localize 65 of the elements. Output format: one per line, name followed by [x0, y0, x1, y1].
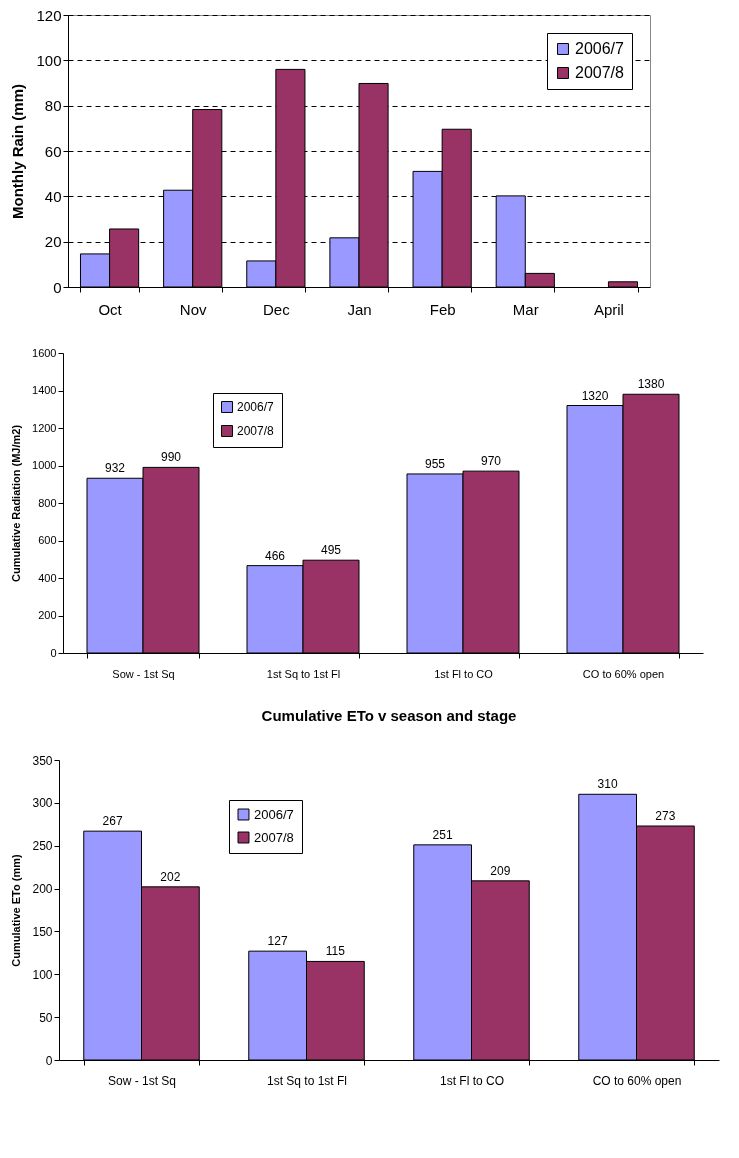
y-tick-label: 1400 — [32, 384, 57, 396]
x-tick-label: April — [593, 300, 624, 318]
data-label: 932 — [104, 461, 126, 476]
legend-label: 2007/8 — [237, 424, 275, 438]
x-tick-label: 1st Fl to CO — [434, 667, 494, 680]
data-label: 990 — [160, 450, 182, 465]
y-tick-label: 20 — [44, 233, 62, 251]
y-tick-label: 1000 — [32, 459, 57, 471]
y-tick-label: 0 — [45, 1053, 53, 1068]
x-tick-label: Dec — [263, 300, 291, 318]
y-axis-title: Cumulative ETo (mm) — [10, 854, 23, 967]
x-tick-label: 1st Sq to 1st Fl — [266, 1073, 348, 1088]
x-tick-label: Mar — [512, 300, 539, 318]
y-tick-label: 350 — [32, 753, 53, 768]
x-tick-label: CO to 60% open — [582, 667, 665, 680]
y-tick-label: 40 — [44, 187, 62, 205]
y-tick-label: 60 — [44, 142, 62, 160]
data-label: 1380 — [637, 377, 665, 392]
x-tick-label: Jan — [347, 300, 372, 318]
y-tick-label: 50 — [39, 1010, 53, 1025]
legend-label: 2006/7 — [575, 40, 625, 57]
y-tick-label: 0 — [50, 646, 57, 659]
y-tick-label: 300 — [32, 796, 53, 811]
x-tick-label: Sow - 1st Sq — [112, 667, 175, 680]
y-axis-title: Monthly Rain (mm) — [9, 84, 27, 219]
y-tick-label: 1200 — [32, 421, 57, 434]
x-tick-label: Oct — [98, 300, 123, 318]
data-label: 251 — [432, 827, 453, 842]
data-label: 209 — [490, 863, 511, 878]
x-tick-label: 1st Fl to CO — [439, 1073, 505, 1088]
data-label: 970 — [480, 454, 502, 469]
legend-label: 2007/8 — [254, 829, 294, 845]
y-tick-label: 100 — [32, 967, 53, 982]
y-tick-label: 120 — [36, 6, 62, 24]
x-tick-label: Sow - 1st Sq — [107, 1073, 177, 1088]
y-axis-title: Cumulative Radiation (MJ/m2) — [10, 424, 23, 583]
data-label: 115 — [325, 944, 346, 959]
y-tick-label: 1600 — [32, 346, 57, 359]
y-tick-label: 150 — [32, 924, 53, 939]
x-tick-label: Nov — [179, 300, 208, 318]
data-label: 202 — [160, 869, 181, 884]
data-label: 127 — [267, 934, 288, 949]
y-tick-label: 600 — [38, 534, 57, 546]
y-tick-label: 250 — [32, 839, 53, 854]
legend-label: 2007/8 — [575, 64, 625, 81]
y-tick-label: 200 — [32, 882, 53, 897]
y-tick-label: 100 — [36, 51, 62, 69]
chart-title: Cumulative ETo v season and stage — [261, 707, 517, 724]
y-tick-label: 0 — [53, 278, 62, 296]
x-tick-label: CO to 60% open — [592, 1073, 682, 1088]
data-label: 273 — [655, 809, 676, 823]
x-tick-label: 1st Sq to 1st Fl — [266, 667, 341, 680]
data-label: 495 — [320, 543, 342, 558]
x-tick-label: Feb — [429, 300, 456, 318]
y-tick-label: 200 — [38, 609, 57, 621]
legend-label: 2006/7 — [237, 400, 275, 414]
legend-label: 2006/7 — [254, 806, 294, 822]
data-label: 955 — [424, 456, 446, 471]
y-tick-label: 800 — [38, 496, 57, 509]
data-label: 1320 — [581, 388, 609, 403]
data-label: 310 — [597, 777, 618, 792]
y-tick-label: 80 — [44, 97, 62, 115]
data-label: 267 — [102, 814, 123, 829]
data-label: 466 — [264, 548, 286, 563]
y-tick-label: 400 — [38, 571, 57, 584]
